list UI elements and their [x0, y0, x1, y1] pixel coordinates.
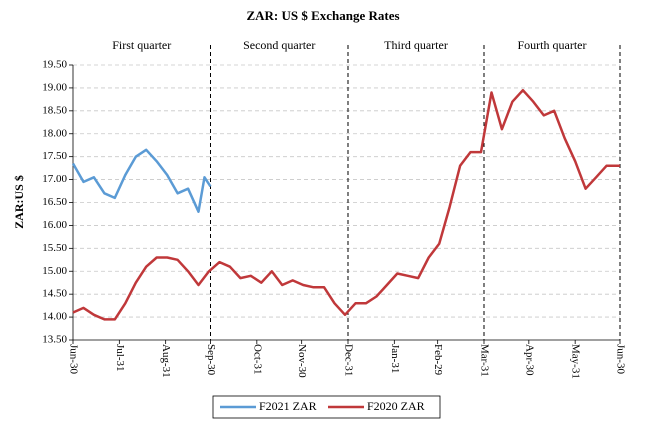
y-tick-label: 13.50	[42, 334, 67, 346]
y-tick-label: 17.00	[42, 173, 67, 185]
x-tick-label: Dec-31	[342, 344, 354, 376]
y-tick-label: 15.00	[42, 265, 67, 277]
x-tick-label: Jun-30	[67, 344, 79, 374]
x-tick-label: Feb-29	[432, 344, 444, 376]
legend-label: F2021 ZAR	[259, 399, 317, 413]
x-tick-label: Apr-30	[523, 344, 535, 376]
y-tick-label: 14.00	[42, 311, 67, 323]
y-tick-label: 16.00	[42, 219, 67, 231]
y-tick-label: 19.00	[42, 81, 67, 93]
x-tick-label: Nov-30	[296, 344, 308, 378]
x-tick-label: Aug-31	[160, 344, 172, 378]
y-tick-label: 17.50	[42, 150, 67, 162]
x-tick-label: Jan-31	[389, 344, 401, 373]
x-tick-label: Sep-30	[205, 344, 217, 376]
x-tick-label: Jun-30	[614, 344, 626, 374]
y-axis-label: ZAR:US $	[12, 175, 26, 229]
y-tick-label: 16.50	[42, 196, 67, 208]
series-line	[71, 148, 212, 213]
y-tick-label: 18.00	[42, 127, 67, 139]
x-tick-label: Jul-31	[114, 344, 126, 372]
series-line	[72, 88, 620, 321]
y-tick-label: 14.50	[42, 288, 67, 300]
quarter-label: Second quarter	[243, 38, 315, 52]
legend-label: F2020 ZAR	[367, 399, 425, 413]
y-tick-label: 19.50	[42, 59, 67, 71]
x-tick-label: Mar-31	[478, 344, 490, 377]
quarter-label: First quarter	[112, 38, 171, 52]
chart-title: ZAR: US $ Exchange Rates	[246, 8, 399, 23]
quarter-label: Third quarter	[384, 38, 448, 52]
x-tick-label: Oct-31	[251, 344, 263, 375]
y-tick-label: 15.50	[42, 242, 67, 254]
legend-box	[212, 395, 441, 419]
y-tick-label: 18.50	[42, 104, 67, 116]
quarter-label: Fourth quarter	[518, 38, 587, 52]
x-tick-label: May-31	[570, 344, 582, 379]
